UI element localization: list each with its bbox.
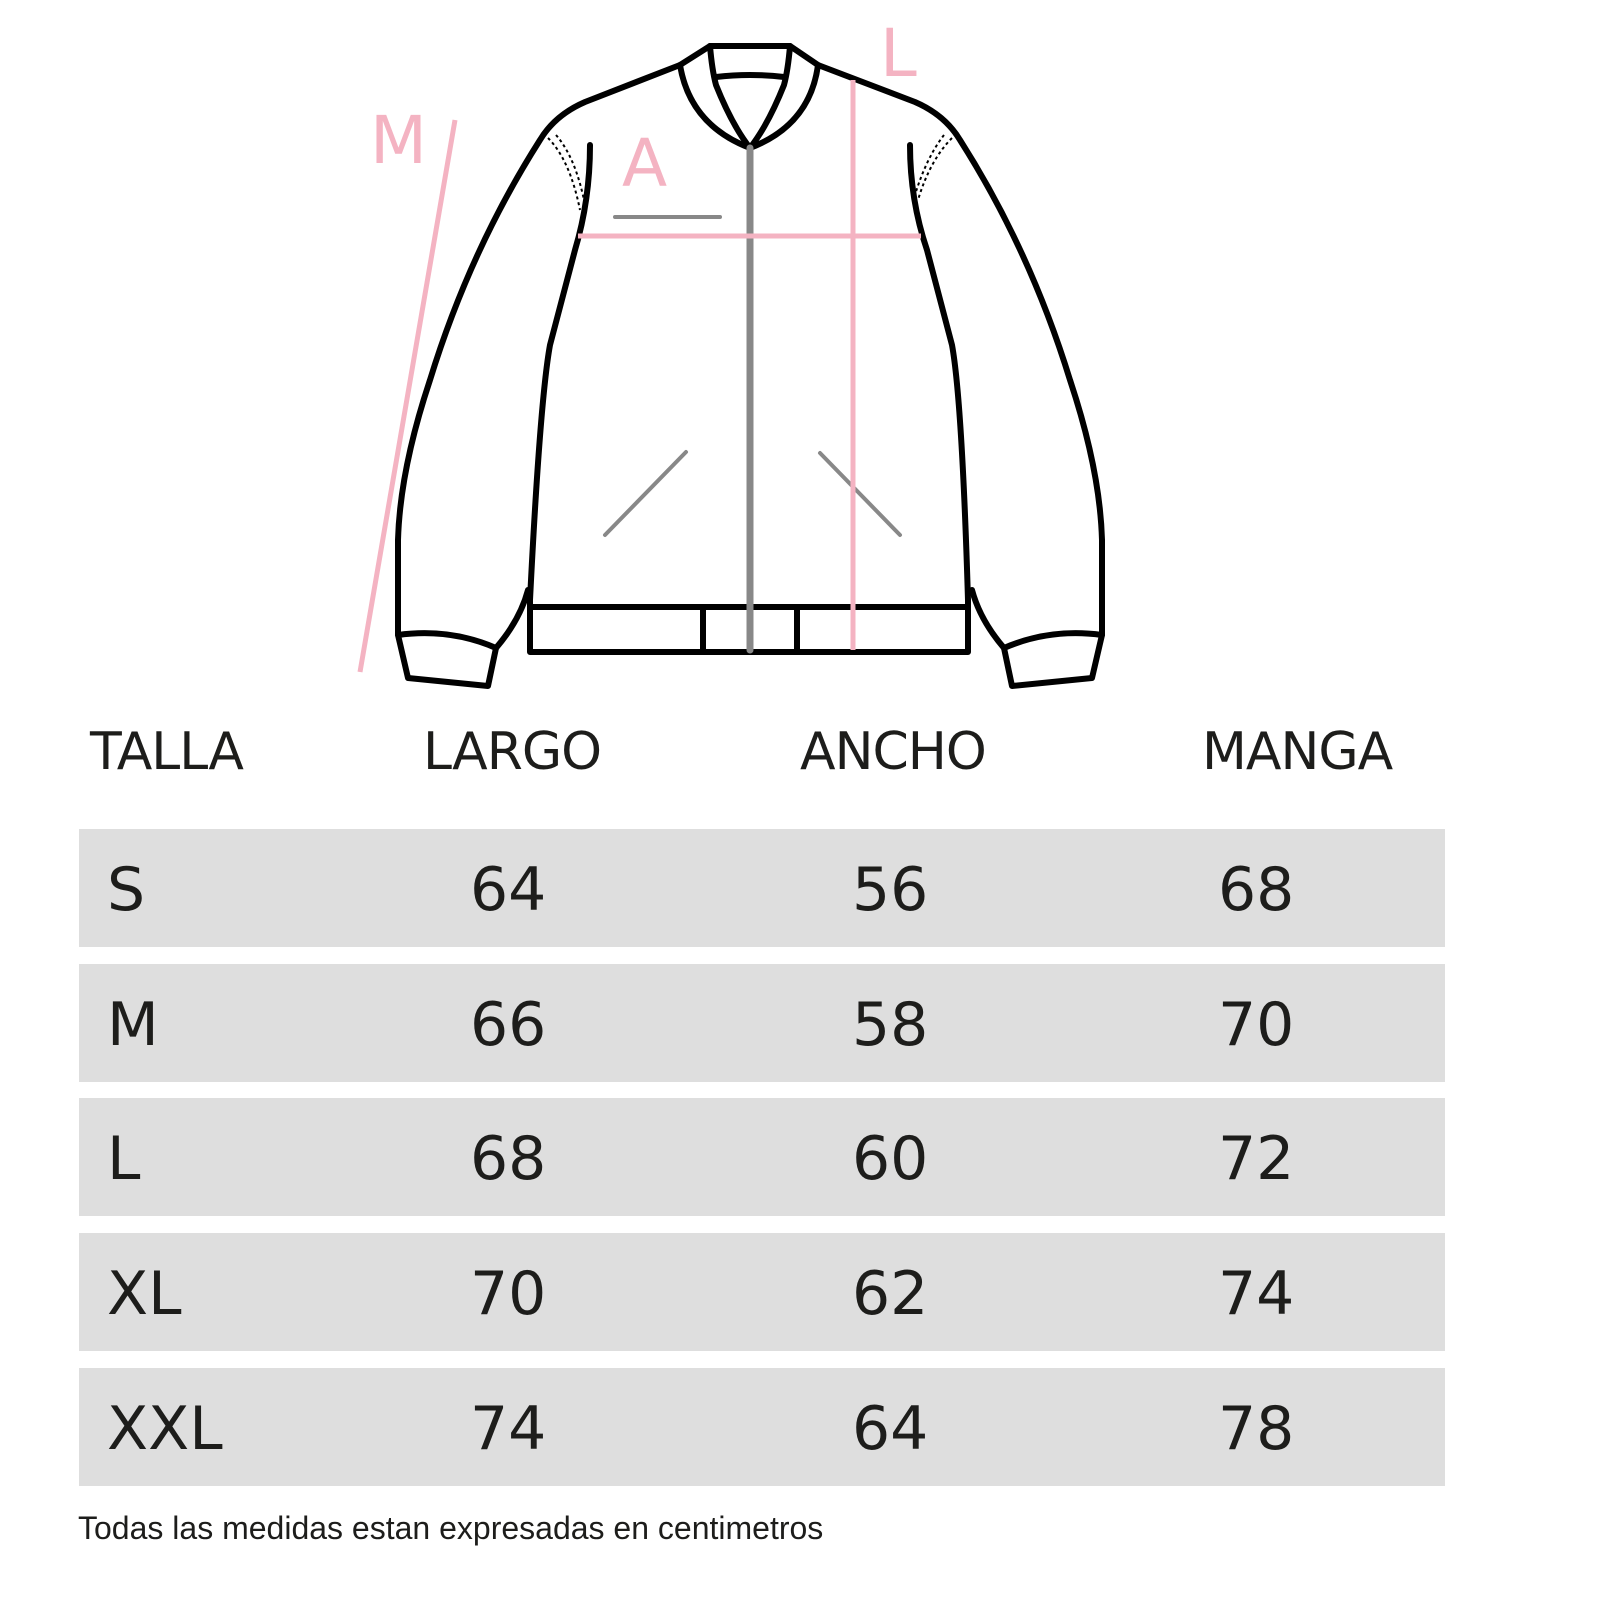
- manga-cell: 68: [1218, 855, 1295, 925]
- header-ancho: ANCHO: [800, 722, 987, 782]
- table-row: S 64 56 68: [79, 829, 1445, 947]
- right-inner-sleeve: [969, 587, 1007, 651]
- manga-measure-line: [357, 119, 458, 673]
- left-pocket-zipper: [603, 450, 688, 537]
- ancho-cell: 62: [852, 1259, 929, 1329]
- manga-cell: 78: [1218, 1394, 1295, 1464]
- size-cell: XL: [107, 1259, 182, 1329]
- left-inner-sleeve: [493, 587, 531, 651]
- size-cell: L: [107, 1124, 141, 1194]
- header-talla: TALLA: [90, 722, 244, 782]
- size-cell: M: [107, 990, 159, 1060]
- largo-cell: 66: [470, 990, 547, 1060]
- manga-label: M: [370, 102, 427, 179]
- manga-cell: 72: [1218, 1124, 1295, 1194]
- left-cuff: [395, 630, 499, 689]
- right-shoulder-sleeve: [787, 43, 1105, 638]
- table-row: M 66 58 70: [79, 964, 1445, 1082]
- right-cuff: [1001, 630, 1105, 689]
- largo-cell: 70: [470, 1259, 547, 1329]
- header-largo: LARGO: [423, 722, 602, 782]
- body: [527, 142, 971, 655]
- table-row: XL 70 62 74: [79, 1233, 1445, 1351]
- manga-cell: 70: [1218, 990, 1295, 1060]
- ancho-cell: 56: [852, 855, 929, 925]
- manga-cell: 74: [1218, 1259, 1295, 1329]
- largo-cell: 68: [470, 1124, 547, 1194]
- left-shoulder-sleeve: [395, 43, 713, 638]
- jacket-diagram: M A L: [357, 15, 1105, 689]
- table-row: L 68 60 72: [79, 1098, 1445, 1216]
- size-cell: XXL: [107, 1394, 223, 1464]
- ancho-cell: 60: [852, 1124, 929, 1194]
- right-pocket-zipper: [818, 451, 902, 537]
- ancho-cell: 64: [852, 1394, 929, 1464]
- size-cell: S: [107, 855, 146, 925]
- header-manga: MANGA: [1202, 722, 1393, 782]
- largo-cell: 64: [470, 855, 547, 925]
- table-row: XXL 74 64 78: [79, 1368, 1445, 1486]
- footnote: Todas las medidas estan expresadas en ce…: [78, 1510, 824, 1546]
- ancho-label: A: [622, 125, 667, 202]
- largo-label: L: [880, 15, 917, 92]
- largo-cell: 74: [470, 1394, 547, 1464]
- ancho-cell: 58: [852, 990, 929, 1060]
